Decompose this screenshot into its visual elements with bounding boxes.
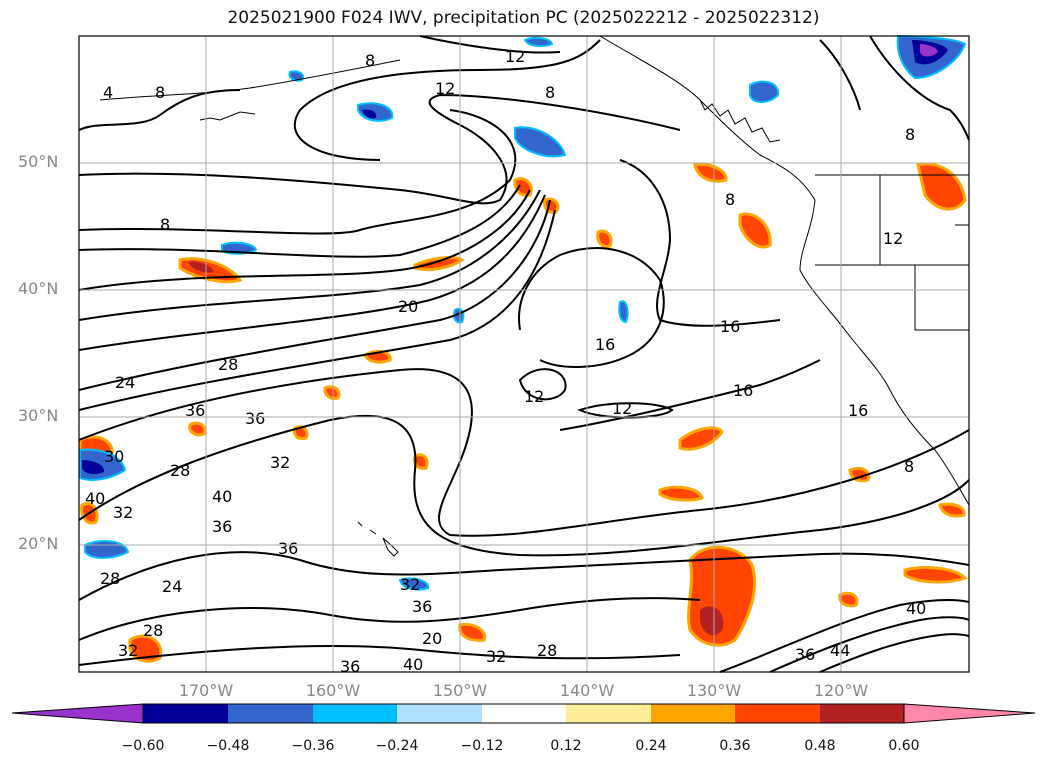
colorbar-outline [142,703,905,724]
colorbar-extend-low [11,703,144,724]
colorbar-swatch [313,704,397,723]
lat-label: 20°N [18,534,59,553]
contour-label: 32 [113,503,133,522]
contour-label: 8 [155,83,165,102]
colorbar-swatch [482,704,566,723]
lon-label: 130°W [686,681,742,700]
map-panel: 12 8 12 8 8 4 8 8 20 16 16 12 12 16 28 2… [78,34,970,676]
colorbar-swatch [228,704,313,723]
contour-label: 32 [486,647,506,666]
colorbar-swatch [651,704,735,723]
contour-label: 32 [400,575,420,594]
lon-label: 160°W [305,681,361,700]
contour-label: 36 [412,597,432,616]
contour-label: 8 [545,83,555,102]
colorbar-tick-label: −0.60 [121,738,165,754]
contour-label: 30 [104,447,124,466]
contour-label: 28 [143,621,163,640]
lat-label: 30°N [18,406,59,425]
contour-label: 28 [218,355,238,374]
map-frame [78,35,970,673]
colorbar-tick-label: −0.48 [206,738,250,754]
lon-label: 140°W [559,681,615,700]
contour-label: 12 [883,229,903,248]
contour-label: 8 [160,215,170,234]
colorbar-tick-label: 0.36 [719,738,751,754]
map-title: 2025021900 F024 IWV, precipitation PC (2… [227,8,820,28]
contour-label: 36 [340,657,360,676]
contour-label: 20 [422,629,442,648]
lat-label: 40°N [18,279,59,298]
contour-label: 40 [212,487,232,506]
contour-label: 16 [848,401,868,420]
lon-label: 170°W [178,681,234,700]
contour-label: 20 [398,297,418,316]
contour-label: 12 [612,399,632,418]
colorbar-swatch [735,704,820,723]
contour-label: 40 [403,655,423,674]
lon-label: 120°W [813,681,869,700]
contour-label: 8 [365,51,375,70]
iwv-contours [78,35,970,673]
contour-label: 44 [830,641,850,660]
lat-label: 50°N [18,152,59,171]
contour-label: 16 [595,335,615,354]
colorbar-tick-label: 0.48 [804,738,836,754]
contour-label: 40 [906,599,926,618]
gridlines [79,36,969,672]
contour-label: 12 [505,47,525,66]
contour-label: 40 [85,489,105,508]
contour-label: 8 [905,125,915,144]
contour-label: 36 [278,539,298,558]
contour-label: 24 [115,373,135,392]
contour-label: 28 [537,641,557,660]
colorbar-swatch [397,704,482,723]
colorbar-swatch [820,704,904,723]
contour-label: 36 [245,409,265,428]
contour-label: 12 [435,79,455,98]
contour-label: 8 [725,190,735,209]
contour-label: 32 [118,641,138,660]
colorbar-tick-label: −0.12 [460,738,504,754]
colorbar [11,703,1036,724]
colorbar-extend-high [903,703,1036,724]
colorbar-tick-label: −0.24 [375,738,419,754]
colorbar-swatch [566,704,651,723]
precip-shading [78,34,968,663]
contour-label: 16 [720,317,740,336]
contour-label: 16 [733,381,753,400]
contour-label: 32 [270,453,290,472]
contour-label: 12 [524,387,544,406]
coastlines [99,35,970,557]
colorbar-tick-label: 0.60 [888,738,920,754]
lon-label: 150°W [432,681,488,700]
contour-label: 4 [103,83,113,102]
contour-label: 36 [212,517,232,536]
contour-label-group: 12 8 12 8 8 4 8 8 20 16 16 12 12 16 28 2… [85,47,926,676]
contour-label: 28 [100,569,120,588]
contour-label: 28 [170,461,190,480]
contour-label: 36 [795,645,815,664]
contour-label: 36 [185,401,205,420]
colorbar-tick-label: 0.12 [550,738,582,754]
colorbar-tick-label: −0.36 [291,738,335,754]
contour-label: 8 [904,457,914,476]
colorbar-tick-label: 0.24 [635,738,667,754]
colorbar-swatch [143,704,228,723]
contour-label: 24 [162,577,182,596]
